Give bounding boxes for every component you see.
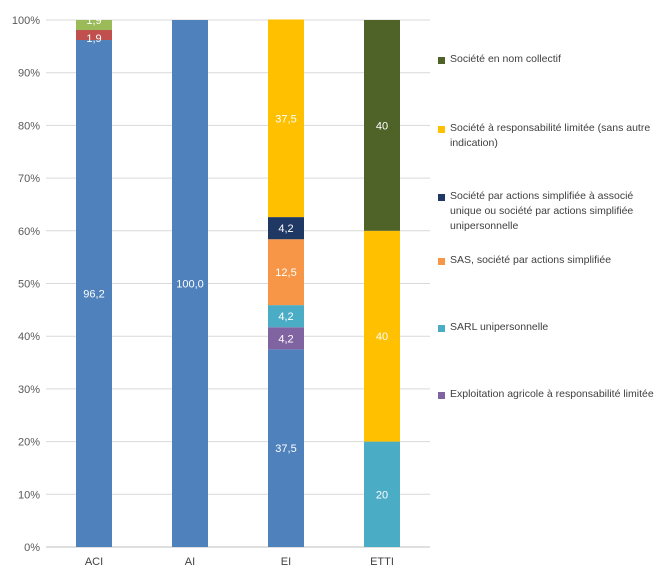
bar-segment xyxy=(76,20,112,31)
bar-segment xyxy=(364,230,400,442)
y-tick-label: 40% xyxy=(18,331,40,343)
legend-item-sas: SAS, société par actions simplifiée xyxy=(438,253,660,268)
data-label: 96,2 xyxy=(83,289,104,301)
data-label: 4,2 xyxy=(278,333,293,345)
y-tick-label: 50% xyxy=(18,279,40,291)
legend-label-earl: Exploitation agricole à responsabilité l… xyxy=(450,388,654,400)
data-label: 37,5 xyxy=(275,443,296,455)
bar-segment xyxy=(76,40,112,547)
x-tick-label: ETTI xyxy=(370,556,394,568)
legend-label-sarl-uni: SARL unipersonnelle xyxy=(450,321,549,333)
legend-label-sarl: Société à responsabilité limitée (sans a… xyxy=(450,122,651,149)
y-tick-label: 0% xyxy=(24,542,40,554)
legend-item-sarl: Société à responsabilité limitée (sans a… xyxy=(438,121,660,151)
bar-segment xyxy=(268,349,304,547)
y-tick-label: 10% xyxy=(18,489,40,501)
x-tick-label: AI xyxy=(185,556,195,568)
data-label: 12,5 xyxy=(275,267,296,279)
legend-swatch-earl xyxy=(438,392,445,399)
legend-label-snc: Société en nom collectif xyxy=(450,53,561,65)
y-tick-label: 30% xyxy=(18,384,40,396)
data-label: 40 xyxy=(376,331,388,343)
legend-swatch-snc xyxy=(438,57,445,64)
legend-swatch-sarl-uni xyxy=(438,325,445,332)
legend-item-earl: Exploitation agricole à responsabilité l… xyxy=(438,387,660,402)
data-label: 37,5 xyxy=(275,113,296,125)
legend-item-sarl-uni: SARL unipersonnelle xyxy=(438,320,660,335)
legend-item-snc: Société en nom collectif xyxy=(438,52,660,67)
legend-label-sasu: Société par actions simplifiée à associé… xyxy=(450,190,634,232)
legend-item-sasu: Société par actions simplifiée à associé… xyxy=(438,189,660,234)
stacked-bar-chart: 0% 10% 20% 30% 40% 50% 60% 70% 80% 90% 100% 96,2 1,9… xyxy=(12,15,430,568)
bar-segment xyxy=(268,327,304,350)
legend-swatch-sarl xyxy=(438,126,445,133)
data-label: 4,2 xyxy=(278,223,293,235)
y-tick-label: 100% xyxy=(12,15,40,27)
data-label: 20 xyxy=(376,489,388,501)
data-label: 100,0 xyxy=(176,279,204,291)
chart-legend: Société en nom collectif Société à respo… xyxy=(438,0,660,578)
data-label: 1,9 xyxy=(86,33,101,45)
x-tick-label: ACI xyxy=(85,556,103,568)
y-tick-label: 20% xyxy=(18,437,40,449)
bar-segment xyxy=(364,20,400,231)
legend-label-sas: SAS, société par actions simplifiée xyxy=(450,254,612,266)
bar-segment xyxy=(268,217,304,240)
bar-segment xyxy=(172,20,208,547)
legend-swatch-sas xyxy=(438,258,445,265)
y-tick-label: 90% xyxy=(18,68,40,80)
y-tick-label: 70% xyxy=(18,173,40,185)
bar-segment xyxy=(76,30,112,41)
x-tick-label: EI xyxy=(281,556,291,568)
bar-segment xyxy=(268,239,304,306)
legend-swatch-sasu xyxy=(438,194,445,201)
y-tick-label: 60% xyxy=(18,226,40,238)
bar-segment xyxy=(268,19,304,218)
bar-segment xyxy=(364,441,400,547)
data-label: 40 xyxy=(376,120,388,132)
y-tick-label: 80% xyxy=(18,120,40,132)
data-label: 1,9 xyxy=(86,15,101,27)
bar-segment xyxy=(268,305,304,328)
data-label: 4,2 xyxy=(278,311,293,323)
